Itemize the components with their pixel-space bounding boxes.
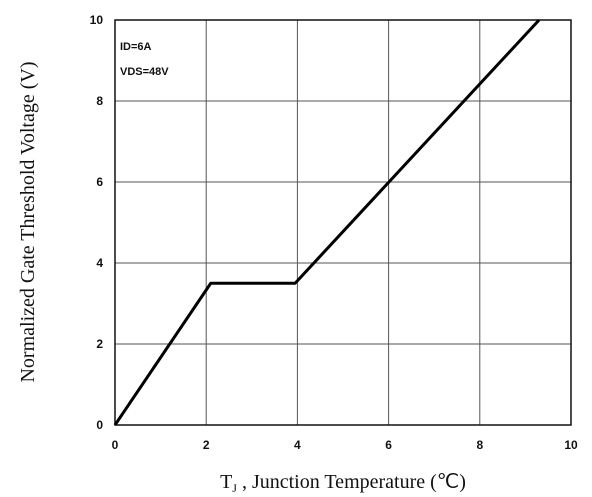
x-tick-label: 6 (385, 438, 392, 452)
plot-frame (114, 19, 572, 426)
y-tick-label: 6 (96, 175, 103, 189)
x-tick-label: 2 (203, 438, 210, 452)
y-tick-labels: 0 2 4 6 8 10 (90, 13, 104, 432)
y-tick-label: 10 (90, 13, 104, 27)
annotation-vds: VDS=48V (120, 66, 169, 78)
x-tick-label: 4 (294, 438, 301, 452)
x-axis-title: TJ , Junction Temperature (℃) (220, 471, 466, 495)
x-tick-label: 10 (564, 438, 578, 452)
x-tick-label: 0 (112, 438, 119, 452)
y-axis-title: Normalized Gate Threshold Voltage (V) (17, 61, 39, 382)
annotation-id: ID=6A (120, 41, 152, 53)
grid (115, 20, 571, 425)
x-axis-title-subscript: J (232, 481, 237, 495)
x-tick-label: 8 (476, 438, 483, 452)
y-tick-label: 2 (96, 337, 103, 351)
y-tick-label: 0 (96, 418, 103, 432)
x-tick-labels: 0 2 4 6 8 10 (112, 438, 578, 452)
y-tick-label: 8 (96, 94, 103, 108)
x-axis-title-rest: , Junction Temperature (℃) (237, 471, 466, 493)
y-tick-label: 4 (96, 256, 103, 270)
x-axis-title-prefix: T (220, 471, 232, 493)
series-group (113, 18, 541, 426)
series-line (113, 18, 541, 426)
